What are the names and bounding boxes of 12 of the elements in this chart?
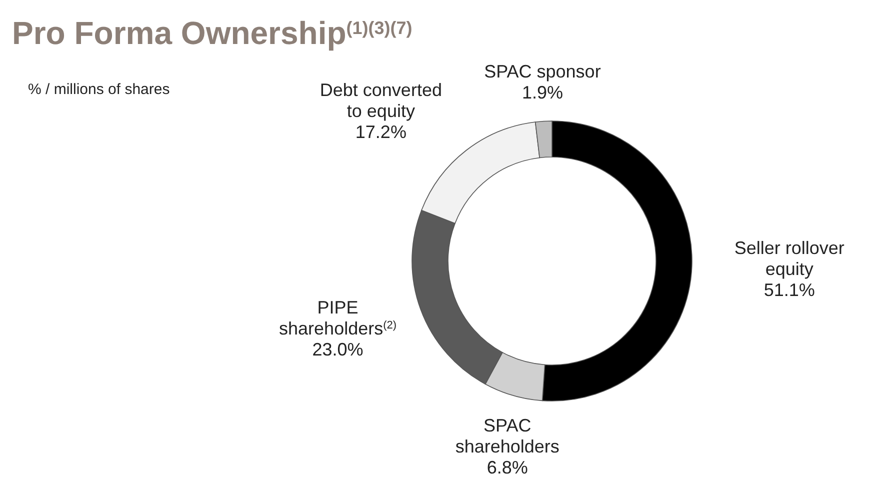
data-label: 17.2% [355, 122, 406, 142]
data-label: 6.8% [486, 457, 528, 478]
chart-title: Pro Forma Ownership$^{(1)(3)(7)}$ [12, 15, 412, 51]
slice-label: SPAC sponsor [484, 61, 601, 82]
slice-label: SPAC shareholders [455, 415, 560, 456]
data-label: 1.9% [522, 82, 563, 102]
data-label: 23.0% [312, 340, 364, 360]
slice-label: Debt converted to equity [320, 80, 442, 122]
slice-label: PIPE shareholders$^{(2)}$ [279, 298, 397, 338]
data-label: 51.1% [764, 280, 815, 300]
text: % / millions of shares [28, 81, 170, 98]
slice-label: Seller rollover equity [734, 238, 844, 280]
